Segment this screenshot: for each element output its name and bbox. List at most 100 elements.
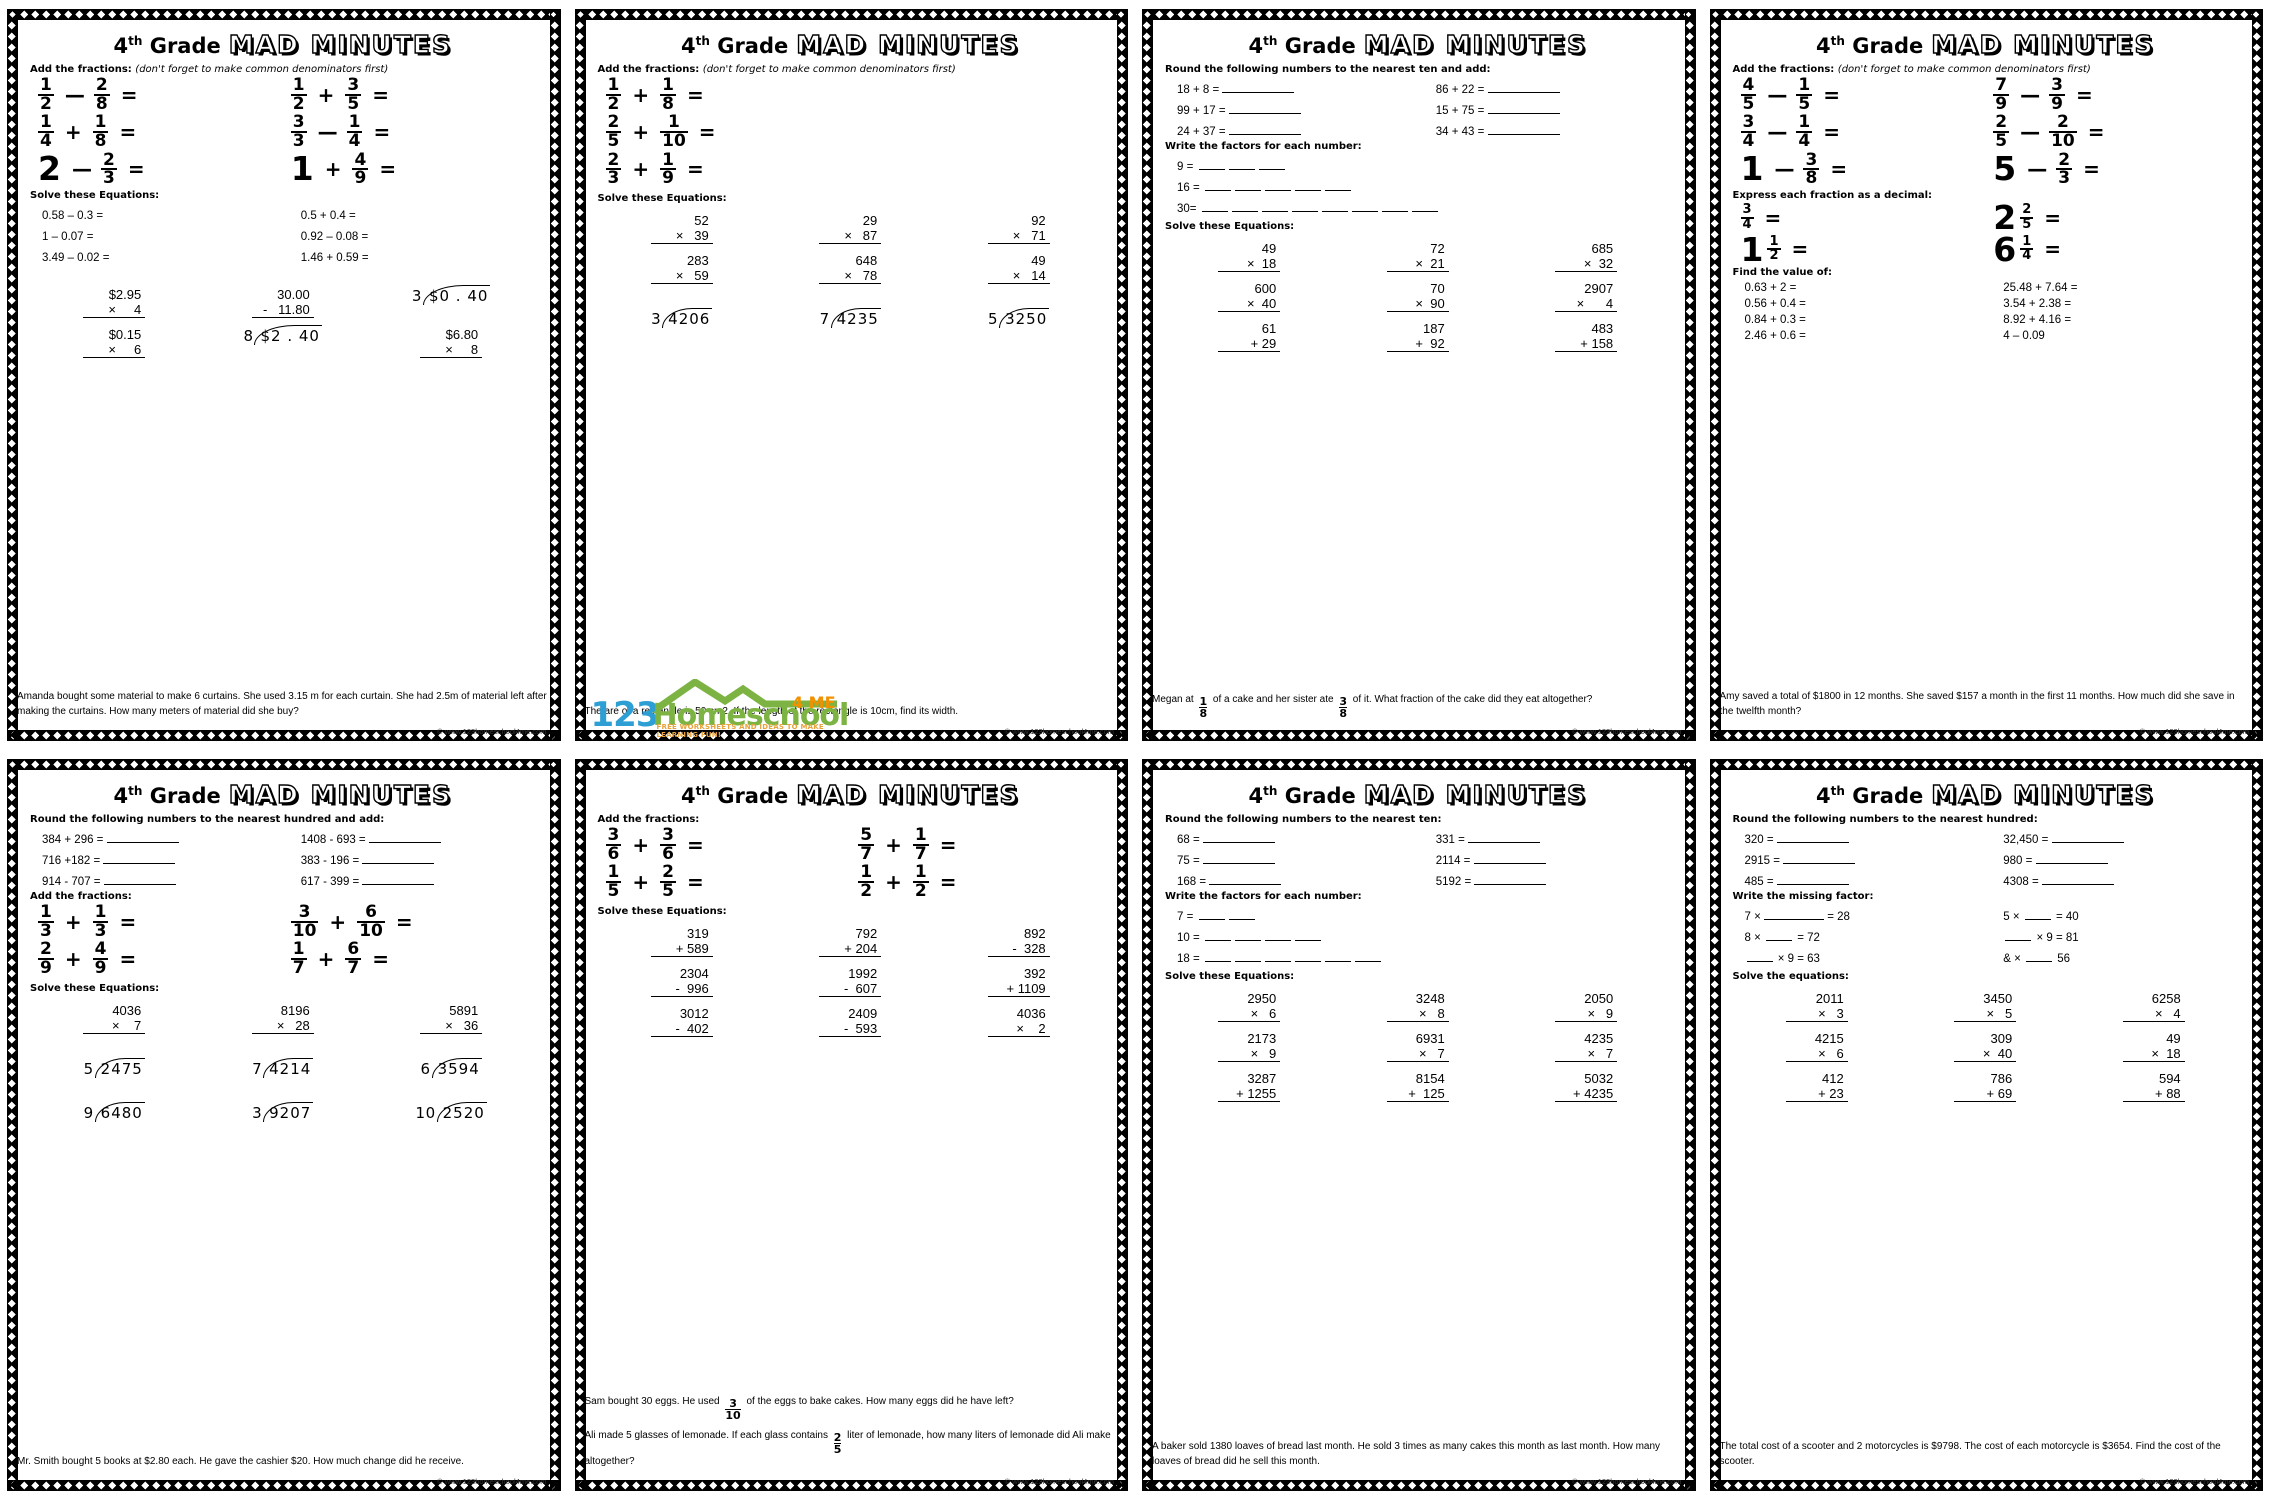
answer-blank[interactable] [1234,930,1261,941]
answer-blank[interactable] [1198,909,1225,920]
dividend: 3594 [431,1057,482,1078]
answer-blank[interactable] [1783,853,1856,864]
sheet-7: 4th Grade MAD MINUTES Round the following … [1142,759,1696,1491]
operand-bottom: × 59 [650,268,713,284]
equals-sign: = [698,119,716,144]
answer-blank[interactable] [1228,909,1255,920]
answer-blank[interactable] [1381,201,1408,212]
answer-blank[interactable] [1746,951,1773,962]
answer-blank[interactable] [1202,853,1275,864]
answer-blank[interactable] [1201,201,1228,212]
operand-bottom: + 23 [1785,1086,1848,1102]
answer-blank[interactable] [1204,180,1231,191]
answer-blank[interactable] [2005,930,2032,941]
value-row: 0.84 + 0.3 = 8.92 + 4.16 = [1733,314,2239,326]
answer-blank[interactable] [1294,930,1321,941]
answer-blank[interactable] [1264,180,1291,191]
answer-blank[interactable] [1258,159,1285,170]
answer-blank[interactable] [2024,909,2051,920]
answer-blank[interactable] [1764,909,1825,920]
round-expression: 24 + 37 = [1177,126,1229,138]
answer-blank[interactable] [1198,159,1225,170]
answer-blank[interactable] [1776,832,1849,843]
dividend: 2520 [436,1101,487,1122]
vertical-problem-row: 2304- 996 1992- 607 392 + 1109 [598,966,1104,997]
operand-top: 8196 [280,1002,310,1018]
answer-blank[interactable] [1776,874,1849,885]
answer-blank[interactable] [362,853,435,864]
operand-top: 319 [687,925,709,941]
page-title: 4th Grade MAD MINUTES [30,781,536,807]
answer-blank[interactable] [1204,951,1231,962]
answer-blank[interactable] [106,832,179,843]
vertical-problem: 2050 × 9 [1555,991,1618,1022]
answer-blank[interactable] [1228,124,1301,135]
logo-4me: 4 ME [791,693,836,712]
answer-blank[interactable] [1474,874,1547,885]
answer-blank[interactable] [103,853,176,864]
equals-sign: = [372,946,389,971]
answer-blank[interactable] [1411,201,1438,212]
round-item: 86 + 22 = [1418,82,1671,96]
operand-top: 594 [2158,1071,2181,1086]
answer-blank[interactable] [1473,853,1546,864]
answer-blank[interactable] [1264,930,1291,941]
answer-blank[interactable] [103,874,176,885]
round-row: 320 = 32,450 = [1733,832,2239,846]
round-expression: 15 + 75 = [1435,105,1488,117]
answer-blank[interactable] [1228,103,1301,114]
instruction-missing-factor: Write the missing factor: [1732,891,1874,902]
copyright-notice: © www.123homeschool4me.com [1004,727,1114,736]
mad-minutes-label: MAD MINUTES [1363,30,1587,59]
divisor: 9 [83,1103,94,1122]
answer-blank[interactable] [1468,832,1541,843]
answer-blank[interactable] [1209,874,1282,885]
operator: + [329,909,347,934]
answer-blank[interactable] [1487,82,1560,93]
answer-blank[interactable] [1202,832,1275,843]
answer-blank[interactable] [1234,951,1261,962]
answer-blank[interactable] [1294,951,1321,962]
divisor: 5 [988,309,999,328]
answer-blank[interactable] [1222,82,1295,93]
border-top [7,759,561,770]
answer-blank[interactable] [2051,832,2124,843]
border-right [1117,759,1128,1491]
operator: — [2027,157,2047,182]
answer-blank[interactable] [1291,201,1318,212]
answer-blank[interactable] [2035,853,2108,864]
round-row: 18 + 8 = 86 + 22 = [1165,82,1671,96]
answer-blank[interactable] [362,874,435,885]
answer-blank[interactable] [1766,930,1793,941]
answer-blank[interactable] [368,832,441,843]
answer-blank[interactable] [1231,201,1258,212]
vertical-problem: 2907 × 4 [1555,281,1618,312]
answer-blank[interactable] [1351,201,1378,212]
operand-bottom: × 8 [1386,1006,1449,1022]
round-item: 716 +182 = [30,853,283,867]
answer-blank[interactable] [2026,951,2053,962]
fraction-row: 1 3 +1 3 = 3 10 +6 10 = [30,904,536,939]
answer-blank[interactable] [1354,951,1381,962]
answer-blank[interactable] [1487,124,1560,135]
answer-blank[interactable] [1261,201,1288,212]
answer-blank[interactable] [2041,874,2114,885]
answer-blank[interactable] [1324,951,1351,962]
answer-blank[interactable] [1321,201,1348,212]
answer-blank[interactable] [1204,930,1231,941]
operand-top: 2304 [679,965,709,981]
answer-blank[interactable] [1324,180,1351,191]
factor-item: 16 = [1165,180,1671,194]
answer-blank[interactable] [1294,180,1321,191]
answer-blank[interactable] [1234,180,1261,191]
answer-blank[interactable] [1487,103,1560,114]
operator: — [71,157,92,182]
answer-blank[interactable] [1264,951,1291,962]
operand-top: 892 [1023,925,1046,941]
answer-blank[interactable] [1228,159,1255,170]
